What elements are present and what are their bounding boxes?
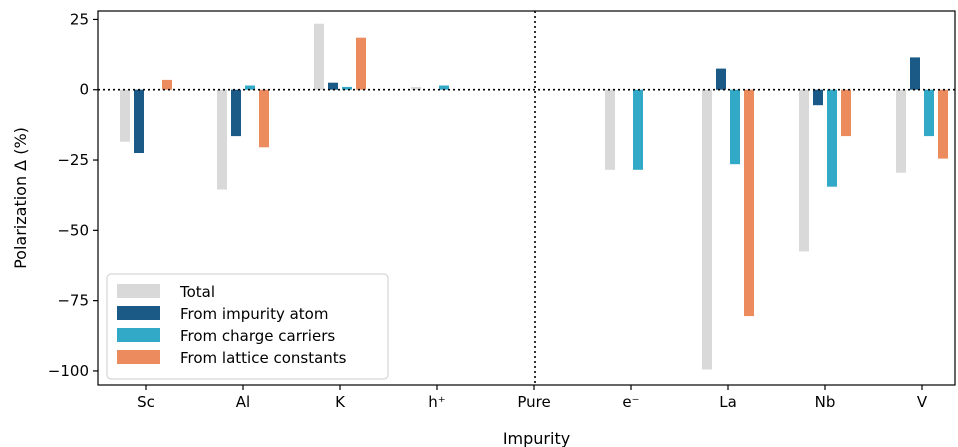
- x-tick-label: e⁻: [622, 393, 639, 411]
- bar-from-charge-carriers-8: [924, 89, 934, 137]
- x-axis-title: Impurity: [503, 429, 570, 447]
- y-axis-title: Polarization Δ (%): [11, 127, 30, 269]
- x-tick-label: Nb: [815, 393, 836, 411]
- bar-from-lattice-constants-0: [162, 79, 172, 90]
- bar-from-charge-carriers-5: [633, 89, 643, 170]
- bar-from-lattice-constants-7: [841, 89, 851, 137]
- x-tick-label: Pure: [517, 393, 550, 411]
- bar-from-charge-carriers-7: [827, 89, 837, 187]
- bar-from-charge-carriers-2: [342, 86, 352, 90]
- y-tick-label: 25: [70, 10, 89, 28]
- y-tick-label: 0: [79, 81, 89, 99]
- x-tick-label: h⁺: [428, 393, 445, 411]
- legend-swatch: [117, 350, 160, 364]
- bar-total-7: [799, 89, 809, 252]
- bar-from-impurity-atom-6: [716, 68, 726, 90]
- bar-from-charge-carriers-1: [245, 85, 255, 90]
- legend-swatch: [117, 306, 160, 320]
- bar-from-lattice-constants-1: [259, 89, 269, 148]
- bar-total-0: [120, 89, 130, 142]
- legend: Total From impurity atom From charge carri…: [106, 273, 389, 380]
- bar-total-1: [217, 89, 227, 190]
- bar-from-impurity-atom-8: [910, 57, 920, 90]
- bar-total-5: [605, 89, 615, 170]
- y-axis: 25 0 −25 −50 −75 −100: [48, 10, 98, 380]
- y-tick-label: −75: [57, 292, 89, 310]
- legend-swatch: [117, 284, 160, 298]
- x-tick-label: K: [335, 393, 346, 411]
- bar-from-impurity-atom-2: [328, 82, 338, 90]
- legend-swatch: [117, 328, 160, 342]
- bar-total-8: [896, 89, 906, 173]
- bar-from-charge-carriers-3: [439, 85, 449, 90]
- x-tick-label: Sc: [137, 393, 155, 411]
- x-tick-label: V: [917, 393, 928, 411]
- legend-box: [106, 273, 389, 380]
- bar-from-impurity-atom-7: [813, 89, 823, 106]
- legend-label: From lattice constants: [180, 349, 347, 367]
- x-tick-label: La: [719, 393, 737, 411]
- bar-from-charge-carriers-6: [730, 89, 740, 165]
- x-tick-label: Al: [236, 393, 250, 411]
- bar-from-lattice-constants-6: [744, 89, 754, 317]
- y-tick-label: −50: [57, 221, 89, 239]
- bar-total-3: [411, 86, 421, 90]
- y-tick-label: −25: [57, 151, 89, 169]
- bar-total-6: [702, 89, 712, 370]
- plot-frame: [97, 10, 956, 386]
- bar-from-impurity-atom-1: [231, 89, 241, 137]
- bar-total-2: [314, 23, 324, 90]
- legend-label: From charge carriers: [180, 327, 335, 345]
- bar-from-lattice-constants-8: [938, 89, 948, 159]
- bar-from-lattice-constants-2: [356, 37, 366, 90]
- bars-layer: [120, 23, 948, 370]
- bar-from-impurity-atom-0: [134, 89, 144, 153]
- legend-label: From impurity atom: [180, 305, 328, 323]
- legend-label: Total: [179, 283, 215, 301]
- y-tick-label: −100: [48, 362, 89, 380]
